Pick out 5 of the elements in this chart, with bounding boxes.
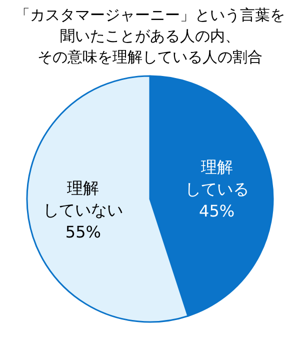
slice-label: 理解していない: [43, 178, 124, 220]
slice-label: 理解している: [184, 157, 249, 198]
data-label: 55%: [65, 222, 101, 242]
data-label: 45%: [199, 201, 235, 220]
chart-title: 「カスタマージャーニー」という言葉を聞いたことがある人の内、その意味を理解している人の割合: [15, 6, 285, 66]
